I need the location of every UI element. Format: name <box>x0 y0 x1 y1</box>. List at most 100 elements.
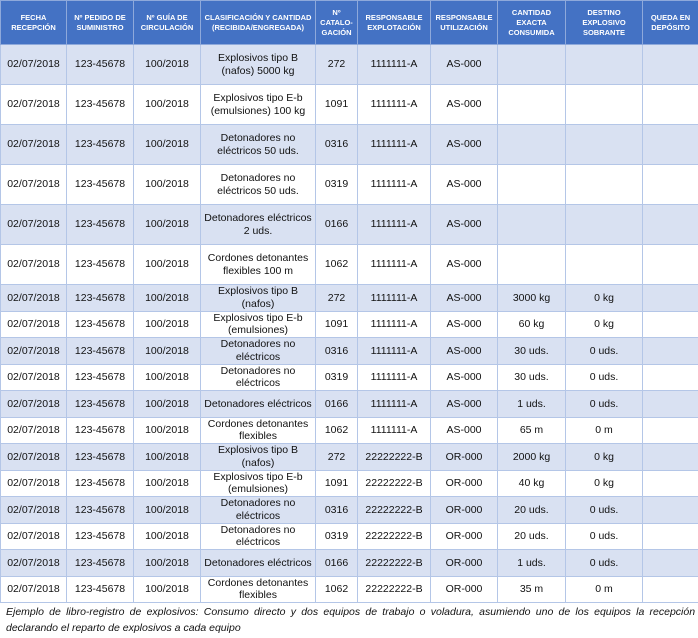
table-cell: 123-45678 <box>66 337 134 365</box>
table-cell: 02/07/2018 <box>0 84 67 125</box>
table-row: 02/07/2018 123-45678 100/2018 Explosivos ti… <box>0 284 698 312</box>
empty-cell <box>497 84 566 125</box>
table-row: 02/07/2018 123-45678 100/2018 Detonadores e… <box>0 204 698 245</box>
table-cell: Detonadores no eléctricos <box>200 363 316 391</box>
table-cell: 20 uds. <box>497 522 566 550</box>
table-cell: 123-45678 <box>66 244 134 285</box>
header-cell: RESPONSABLE UTILIZACIÓN <box>430 0 498 45</box>
table-cell: 02/07/2018 <box>0 310 67 338</box>
table-row: 02/07/2018 123-45678 100/2018 Cordones deto… <box>0 575 698 603</box>
table-cell: 123-45678 <box>66 522 134 550</box>
table-cell: 02/07/2018 <box>0 363 67 391</box>
table-cell: 100/2018 <box>133 575 201 603</box>
table-cell: OR-000 <box>430 575 498 603</box>
table-cell: OR-000 <box>430 496 498 524</box>
empty-cell <box>642 124 698 165</box>
table-cell: 02/07/2018 <box>0 496 67 524</box>
table-cell: 1111111-A <box>357 204 431 245</box>
table-row: 02/07/2018 123-45678 100/2018 Explosivos ti… <box>0 443 698 471</box>
table-cell: 02/07/2018 <box>0 522 67 550</box>
table-cell: 02/07/2018 <box>0 284 67 312</box>
table-cell: Detonadores eléctricos <box>200 390 316 418</box>
table-cell: 1062 <box>315 244 358 285</box>
table-cell: Cordones detonantes flexibles 100 m <box>200 244 316 285</box>
empty-cell <box>642 496 698 524</box>
table-cell: 22222222-B <box>357 522 431 550</box>
table-cell: Explosivos tipo B (nafos) <box>200 443 316 471</box>
table-cell: Explosivos tipo E-b (emulsiones) <box>200 310 316 338</box>
empty-cell <box>642 390 698 418</box>
table-cell: AS-000 <box>430 44 498 85</box>
table-cell: 100/2018 <box>133 244 201 285</box>
empty-cell <box>565 84 643 125</box>
explosives-register-table: FECHA RECEPCIÓN Nº PEDIDO DE SUMINISTRO Nº… <box>0 0 698 603</box>
header-row: FECHA RECEPCIÓN Nº PEDIDO DE SUMINISTRO Nº… <box>0 0 698 45</box>
table-cell: 0166 <box>315 204 358 245</box>
empty-cell <box>642 575 698 603</box>
table-cell: Detonadores no eléctricos <box>200 522 316 550</box>
table-cell: AS-000 <box>430 390 498 418</box>
table-cell: 100/2018 <box>133 124 201 165</box>
table-row: 02/07/2018 123-45678 100/2018 Detonadores e… <box>0 390 698 418</box>
table-cell: 02/07/2018 <box>0 443 67 471</box>
table-cell: 0 m <box>565 575 643 603</box>
empty-cell <box>642 164 698 205</box>
table-cell: 3000 kg <box>497 284 566 312</box>
table-row: 02/07/2018 123-45678 100/2018 Detonadores e… <box>0 549 698 577</box>
table-cell: 100/2018 <box>133 496 201 524</box>
table-cell: 02/07/2018 <box>0 416 67 444</box>
table-cell: 272 <box>315 443 358 471</box>
table-cell: 123-45678 <box>66 443 134 471</box>
empty-cell <box>642 416 698 444</box>
table-cell: 1111111-A <box>357 284 431 312</box>
table-cell: 0 kg <box>565 310 643 338</box>
empty-cell <box>642 44 698 85</box>
table-cell: 1111111-A <box>357 84 431 125</box>
table-cell: 0316 <box>315 496 358 524</box>
empty-cell <box>642 522 698 550</box>
table-cell: AS-000 <box>430 244 498 285</box>
table-cell: AS-000 <box>430 124 498 165</box>
header-cell: Nº CATALO- GACIÓN <box>315 0 358 45</box>
header-cell: CANTIDAD EXACTA CONSUMIDA <box>497 0 566 45</box>
table-cell: 0 uds. <box>565 496 643 524</box>
table-cell: 1062 <box>315 416 358 444</box>
table-cell: 0 uds. <box>565 390 643 418</box>
table-cell: AS-000 <box>430 310 498 338</box>
table-cell: 20 uds. <box>497 496 566 524</box>
table-cell: 02/07/2018 <box>0 390 67 418</box>
table-cell: 100/2018 <box>133 443 201 471</box>
table-cell: 100/2018 <box>133 363 201 391</box>
table-cell: OR-000 <box>430 549 498 577</box>
table-cell: Explosivos tipo B (nafos) 5000 kg <box>200 44 316 85</box>
table-cell: 22222222-B <box>357 469 431 497</box>
table-cell: 0 uds. <box>565 549 643 577</box>
table-cell: 02/07/2018 <box>0 244 67 285</box>
table-cell: AS-000 <box>430 416 498 444</box>
table-cell: 100/2018 <box>133 44 201 85</box>
table-cell: 02/07/2018 <box>0 124 67 165</box>
table-cell: 123-45678 <box>66 44 134 85</box>
empty-cell <box>642 549 698 577</box>
table-row: 02/07/2018 123-45678 100/2018 Detonadores n… <box>0 124 698 165</box>
table-row: 02/07/2018 123-45678 100/2018 Cordones deto… <box>0 416 698 444</box>
table-row: 02/07/2018 123-45678 100/2018 Explosivos ti… <box>0 310 698 338</box>
table-cell: Detonadores no eléctricos 50 uds. <box>200 124 316 165</box>
table-cell: Explosivos tipo E-b (emulsiones) <box>200 469 316 497</box>
empty-cell <box>565 244 643 285</box>
table-cell: 02/07/2018 <box>0 204 67 245</box>
table-cell: 1111111-A <box>357 337 431 365</box>
table-cell: 100/2018 <box>133 164 201 205</box>
table-row: 02/07/2018 123-45678 100/2018 Cordones deto… <box>0 244 698 285</box>
table-row: 02/07/2018 123-45678 100/2018 Detonadores n… <box>0 363 698 391</box>
table-cell: 02/07/2018 <box>0 337 67 365</box>
empty-cell <box>565 124 643 165</box>
table-cell: Detonadores no eléctricos 50 uds. <box>200 164 316 205</box>
empty-cell <box>642 204 698 245</box>
table-cell: OR-000 <box>430 522 498 550</box>
empty-cell <box>642 84 698 125</box>
table-cell: 1 uds. <box>497 390 566 418</box>
empty-cell <box>497 244 566 285</box>
table-cell: 0 uds. <box>565 363 643 391</box>
